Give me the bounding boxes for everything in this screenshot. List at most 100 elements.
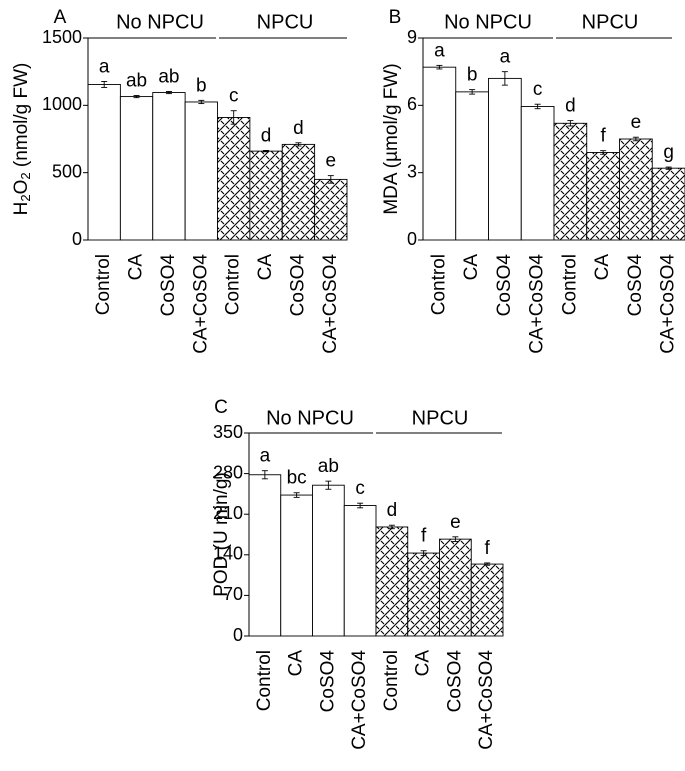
category-label: CA bbox=[286, 650, 307, 677]
y-axis-label: MDA (µmol/g FW) bbox=[381, 63, 402, 214]
panel-A: A No NPCU NPCU a Control ab CA ab CoSO4 b CA+CoSO4… bbox=[11, 7, 348, 354]
y-tick-label: 0 bbox=[72, 229, 82, 249]
significance-letter: a bbox=[260, 446, 271, 467]
bar bbox=[422, 66, 457, 241]
category-label: CoSO4 bbox=[444, 650, 465, 713]
significance-letter: d bbox=[565, 96, 576, 117]
y-tick-label: 350 bbox=[213, 422, 243, 442]
category-label: CA bbox=[461, 254, 482, 281]
significance-letter: a bbox=[434, 40, 445, 61]
significance-letter: e bbox=[450, 512, 461, 533]
y-tick-label: 1500 bbox=[42, 27, 82, 47]
bar bbox=[586, 152, 620, 241]
bar bbox=[651, 167, 685, 241]
significance-letter: ab bbox=[158, 66, 179, 87]
y-tick-label: 9 bbox=[407, 27, 417, 47]
bar bbox=[407, 552, 440, 637]
y-tick-label: 0 bbox=[407, 229, 417, 249]
category-label: CA+CoSO4 bbox=[527, 254, 548, 354]
significance-letter: e bbox=[631, 112, 642, 133]
bar bbox=[455, 91, 489, 241]
bar bbox=[249, 150, 283, 241]
bar bbox=[217, 117, 251, 241]
y-tick-label: 140 bbox=[213, 544, 243, 564]
bar bbox=[280, 494, 313, 637]
panel-letter: A bbox=[54, 7, 67, 28]
category-label: CA bbox=[255, 254, 276, 281]
bar bbox=[314, 178, 348, 241]
y-axis-label: H2O2 (nmol/g FW) bbox=[11, 63, 33, 216]
bar bbox=[87, 84, 121, 241]
bar bbox=[343, 505, 377, 637]
group-label: No NPCU bbox=[116, 11, 204, 33]
bar bbox=[152, 92, 186, 241]
category-label: CA bbox=[126, 254, 147, 281]
category-label: CoSO4 bbox=[317, 650, 338, 713]
group-label: No NPCU bbox=[266, 407, 354, 429]
bar bbox=[439, 538, 472, 637]
significance-letter: bc bbox=[287, 468, 307, 489]
significance-letter: b bbox=[196, 75, 207, 96]
y-tick-label: 210 bbox=[213, 503, 243, 523]
bar bbox=[281, 143, 316, 241]
significance-letter: ab bbox=[318, 456, 339, 477]
category-label: Control bbox=[428, 254, 449, 315]
category-label: Control bbox=[223, 254, 244, 315]
significance-letter: f bbox=[484, 538, 490, 559]
panel-letter: C bbox=[214, 397, 228, 418]
y-tick-label: 0 bbox=[233, 625, 243, 645]
category-label: CA bbox=[592, 254, 613, 281]
bar bbox=[312, 484, 345, 637]
bar bbox=[470, 563, 504, 637]
significance-letter: d bbox=[293, 118, 304, 139]
bar bbox=[184, 101, 218, 241]
significance-letter: ab bbox=[126, 71, 147, 92]
bar bbox=[619, 138, 653, 241]
category-label: CA bbox=[413, 650, 434, 677]
group-label: NPCU bbox=[582, 11, 639, 33]
significance-letter: f bbox=[600, 126, 606, 147]
bar bbox=[553, 122, 588, 241]
group-label: No NPCU bbox=[444, 11, 532, 33]
bar bbox=[248, 474, 282, 637]
significance-letter: a bbox=[500, 47, 511, 68]
y-tick-label: 1000 bbox=[42, 94, 82, 114]
significance-letter: a bbox=[99, 56, 110, 77]
significance-letter: f bbox=[421, 526, 427, 547]
significance-letter: d bbox=[261, 125, 272, 146]
significance-letter: c bbox=[229, 86, 239, 107]
category-label: CoSO4 bbox=[494, 254, 515, 317]
significance-letter: c bbox=[355, 478, 365, 499]
y-tick-label: 3 bbox=[407, 161, 417, 181]
significance-letter: c bbox=[533, 79, 543, 100]
category-label: CoSO4 bbox=[287, 254, 308, 317]
group-label: NPCU bbox=[257, 11, 314, 33]
y-axis-label: POD (U min/g) bbox=[211, 472, 232, 597]
y-tick-label: 500 bbox=[52, 161, 82, 181]
category-label: CoSO4 bbox=[158, 254, 179, 317]
significance-letter: e bbox=[326, 151, 337, 172]
y-tick-label: 70 bbox=[223, 584, 243, 604]
category-label: Control bbox=[381, 650, 402, 711]
category-label: Control bbox=[93, 254, 114, 315]
category-label: Control bbox=[254, 650, 275, 711]
y-tick-label: 6 bbox=[407, 94, 417, 114]
bar bbox=[520, 106, 555, 241]
bar bbox=[375, 526, 409, 637]
category-label: CA+CoSO4 bbox=[476, 650, 497, 750]
category-label: CoSO4 bbox=[625, 254, 646, 317]
category-label: CA+CoSO4 bbox=[190, 254, 211, 354]
bar bbox=[119, 96, 154, 241]
panel-letter: B bbox=[389, 7, 402, 28]
category-label: Control bbox=[559, 254, 580, 315]
panel-B: B No NPCU NPCU a Control b CA a CoSO4 c CA+CoSO4 d C… bbox=[381, 7, 685, 354]
bar bbox=[488, 77, 522, 241]
group-label: NPCU bbox=[412, 407, 469, 429]
significance-letter: b bbox=[467, 65, 478, 86]
significance-letter: d bbox=[387, 500, 398, 521]
significance-letter: g bbox=[663, 142, 674, 163]
category-label: CA+CoSO4 bbox=[320, 254, 341, 354]
panel-C: C No NPCU NPCU a Control bc CA ab CoSO4 c CA+CoSO4… bbox=[211, 397, 504, 750]
y-tick-label: 280 bbox=[213, 462, 243, 482]
